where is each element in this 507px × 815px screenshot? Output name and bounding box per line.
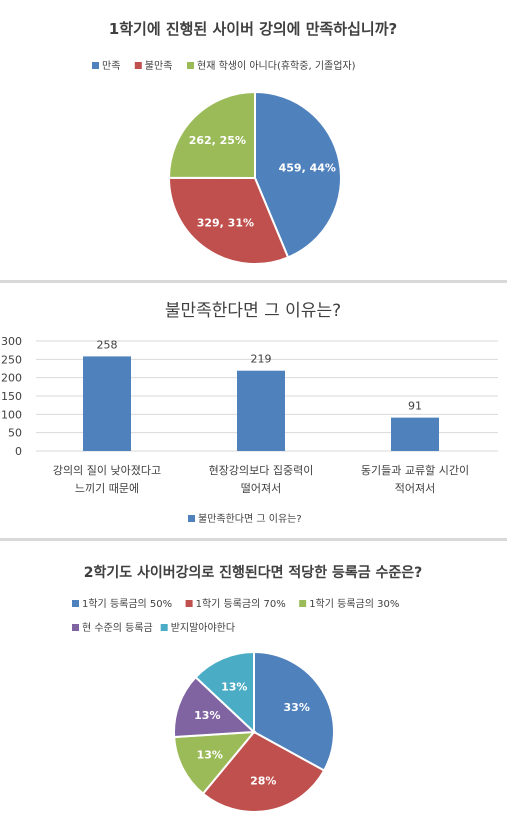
pie-slice: [194, 650, 255, 735]
bar: [391, 417, 439, 451]
y-tick-label: 300: [1, 335, 22, 348]
dissatisfaction-bar-panel: 불만족한다면 그 이유는? 0 50 100 150 200 250 300 258 강의의 질이…: [0, 283, 507, 538]
legend-swatch: [72, 600, 79, 607]
pie-data-label: 13%: [221, 680, 247, 693]
bar-data-label: 258: [97, 338, 118, 351]
y-tick-label: 200: [1, 372, 22, 385]
y-tick-label: 250: [1, 353, 22, 366]
pie-data-label: 262, 25%: [189, 134, 246, 147]
legend-swatch: [92, 62, 99, 69]
panel-divider: [0, 538, 507, 541]
legend-label: 만족: [102, 60, 120, 72]
x-tick-label: 떨어져서: [241, 482, 281, 495]
pie-slice: [173, 730, 257, 796]
pie-slice: [253, 650, 335, 772]
x-tick-label: 현장강의보다 집중력이: [209, 464, 314, 477]
bar-data-label: 91: [408, 400, 422, 413]
dissatisfaction-bar-chart: 불만족한다면 그 이유는? 0 50 100 150 200 250 300 258 강의의 질이…: [1, 301, 498, 525]
legend-label: 1학기 등록금의 30%: [309, 598, 399, 610]
pie-data-label: 13%: [197, 749, 223, 762]
legend-label: 현 수준의 등록금: [82, 622, 153, 634]
chart-title: 2학기도 사이버강의로 진행된다면 적당한 등록금 수준은?: [84, 564, 422, 581]
y-tick-label: 50: [8, 427, 22, 440]
pie-slice: [167, 90, 256, 180]
pie-data-label: 33%: [284, 701, 310, 714]
pie-slice: [254, 90, 342, 259]
legend-swatch: [72, 624, 79, 631]
panel-divider: [0, 280, 507, 283]
pie-slice: [173, 675, 257, 739]
legend-label: 현재 학생이 아니다(휴학중, 기졸업자): [197, 59, 356, 72]
x-tick-label: 느끼기 때문에: [75, 482, 139, 495]
legend-label: 1학기 등록금의 70%: [196, 598, 286, 610]
pie-data-label: 459, 44%: [279, 162, 336, 175]
legend-swatch: [185, 600, 193, 607]
satisfaction-pie-chart: 1학기에 진행된 사이버 강의에 만족하십니까? 만족 불만족 현재 학생이 아니다(…: [92, 20, 397, 265]
chart-title: 불만족한다면 그 이유는?: [165, 301, 341, 321]
pie-data-label: 13%: [194, 709, 220, 722]
x-tick-label: 동기들과 교류할 시간이: [361, 464, 469, 477]
bar: [83, 356, 131, 451]
chart-title: 1학기에 진행된 사이버 강의에 만족하십니까?: [109, 20, 397, 38]
legend-swatch: [188, 515, 195, 522]
legend-label: 불만족: [145, 60, 173, 72]
tuition-pie-chart: 2학기도 사이버강의로 진행된다면 적당한 등록금 수준은? 1학기 등록금의 5…: [72, 564, 422, 813]
y-tick-label: 0: [15, 445, 22, 458]
y-tick-label: 100: [1, 408, 22, 421]
bar-data-label: 219: [251, 353, 272, 366]
y-tick-label: 150: [1, 390, 22, 403]
x-tick-label: 강의의 질이 낮아졌다고: [53, 464, 161, 477]
legend-label: 받지말아야한다: [171, 622, 235, 634]
pie-slice: [167, 176, 290, 265]
legend-swatch: [160, 624, 168, 631]
x-tick-label: 적어져서: [395, 482, 435, 495]
legend-swatch: [299, 600, 307, 607]
bar: [237, 370, 285, 451]
legend-swatch: [134, 62, 142, 69]
legend-label: 불만족한다면 그 이유는?: [198, 513, 302, 525]
satisfaction-pie-panel: 1학기에 진행된 사이버 강의에 만족하십니까? 만족 불만족 현재 학생이 아니다(…: [0, 0, 507, 280]
pie-data-label: 28%: [250, 775, 276, 788]
legend-swatch: [187, 62, 194, 69]
legend-label: 1학기 등록금의 50%: [82, 598, 172, 610]
pie-slice: [201, 730, 326, 813]
tuition-pie-panel: 2학기도 사이버강의로 진행된다면 적당한 등록금 수준은? 1학기 등록금의 5…: [0, 541, 507, 815]
pie-data-label: 329, 31%: [197, 216, 254, 229]
